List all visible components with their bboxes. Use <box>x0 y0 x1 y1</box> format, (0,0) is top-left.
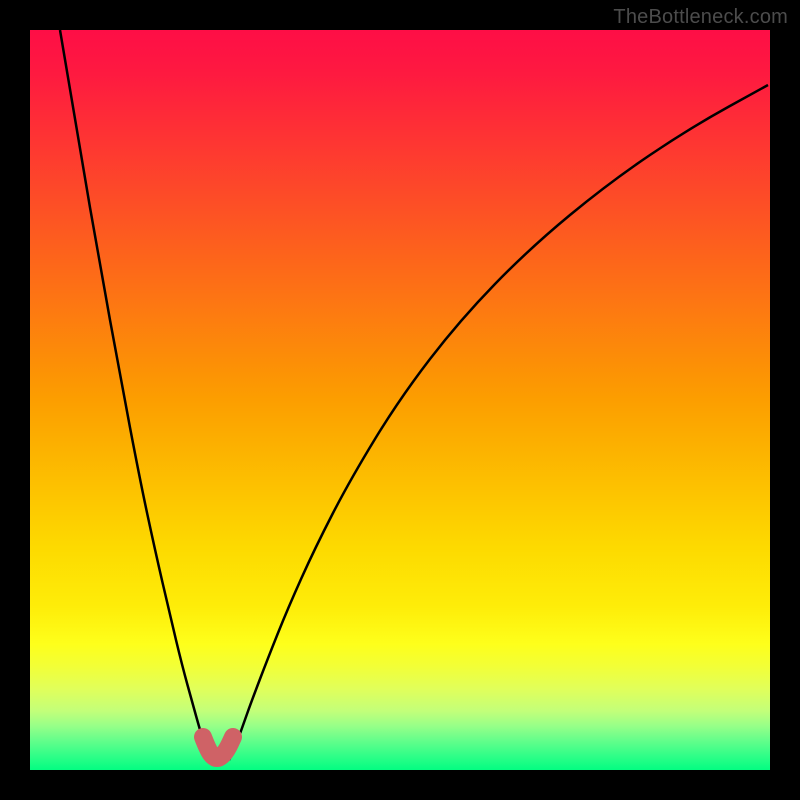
chart-svg <box>30 30 770 770</box>
watermark-text: TheBottleneck.com <box>613 6 788 29</box>
chart-frame: TheBottleneck.com <box>0 0 800 800</box>
plot-area <box>30 30 770 770</box>
